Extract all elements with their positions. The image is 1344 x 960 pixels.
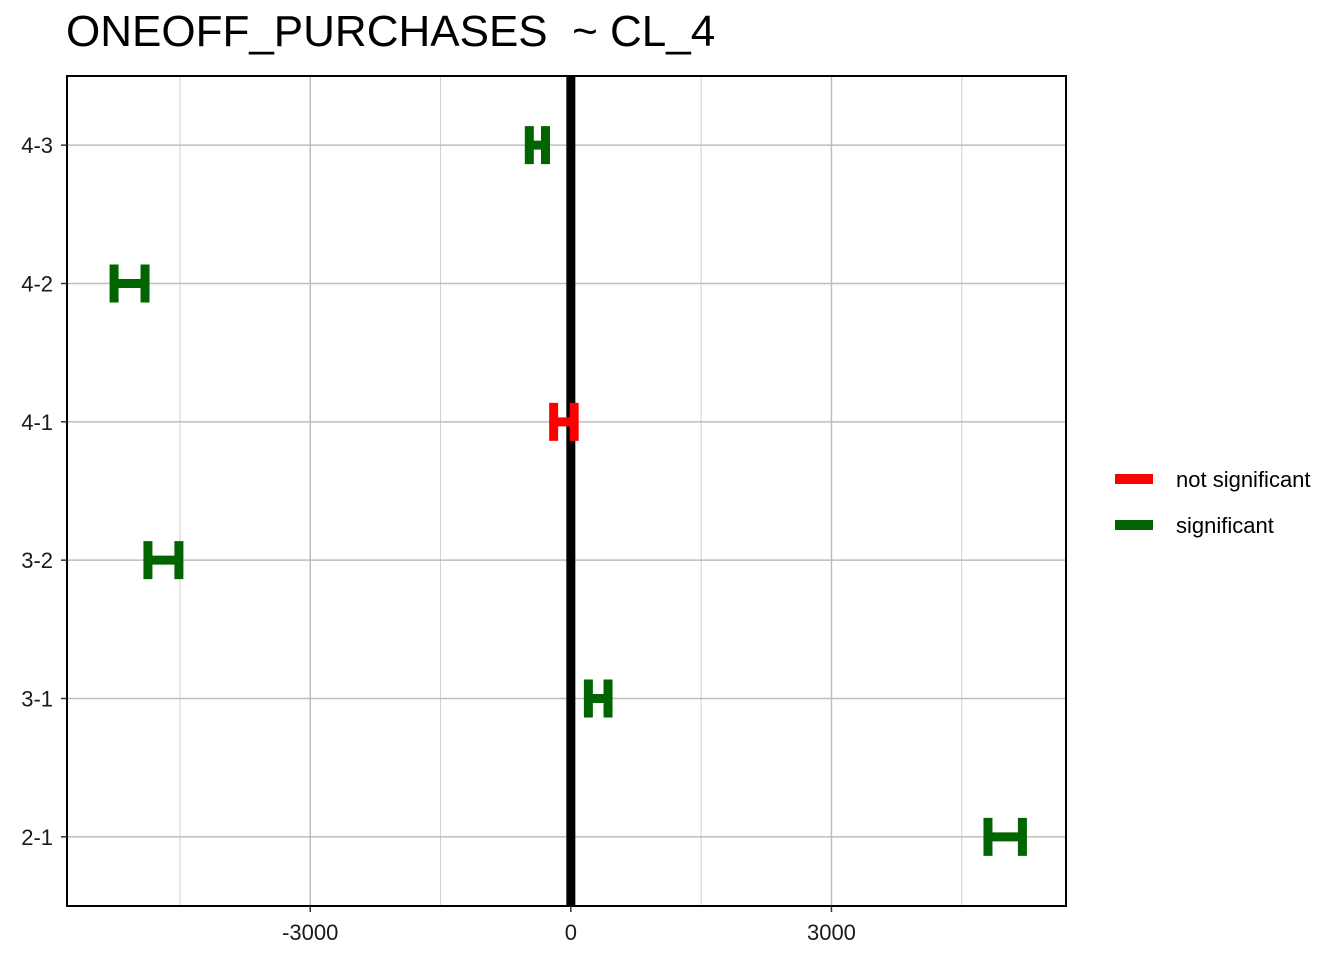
x-axis: -3000 0 3000 <box>282 906 856 945</box>
interval-mark <box>143 541 184 580</box>
y-tick-label: 3-2 <box>21 548 53 573</box>
x-tick-label: 0 <box>565 920 577 945</box>
y-tick-label: 4-3 <box>21 133 53 158</box>
plot-frame-group <box>66 75 1067 907</box>
y-axis: 2-1 3-1 3-2 4-1 4-2 4-3 <box>21 133 67 850</box>
plot-frame <box>66 75 1067 907</box>
interval-mark <box>549 402 579 441</box>
x-tick-label: 3000 <box>807 920 856 945</box>
y-tick-label: 4-2 <box>21 272 53 297</box>
interval-mark <box>583 679 613 718</box>
interval-marks <box>109 126 1027 856</box>
chart-title: ONEOFF_PURCHASES ~ CL_4 <box>66 7 716 56</box>
legend-label: not significant <box>1176 467 1311 492</box>
x-tick-label: -3000 <box>282 920 338 945</box>
legend: not significant significant <box>1115 467 1311 538</box>
interval-mark <box>983 817 1027 856</box>
y-tick-label: 3-1 <box>21 687 53 712</box>
y-tick-label: 4-1 <box>21 410 53 435</box>
legend-label: significant <box>1176 513 1274 538</box>
interval-mark <box>524 126 550 165</box>
interval-mark <box>109 264 150 303</box>
y-tick-label: 2-1 <box>21 825 53 850</box>
